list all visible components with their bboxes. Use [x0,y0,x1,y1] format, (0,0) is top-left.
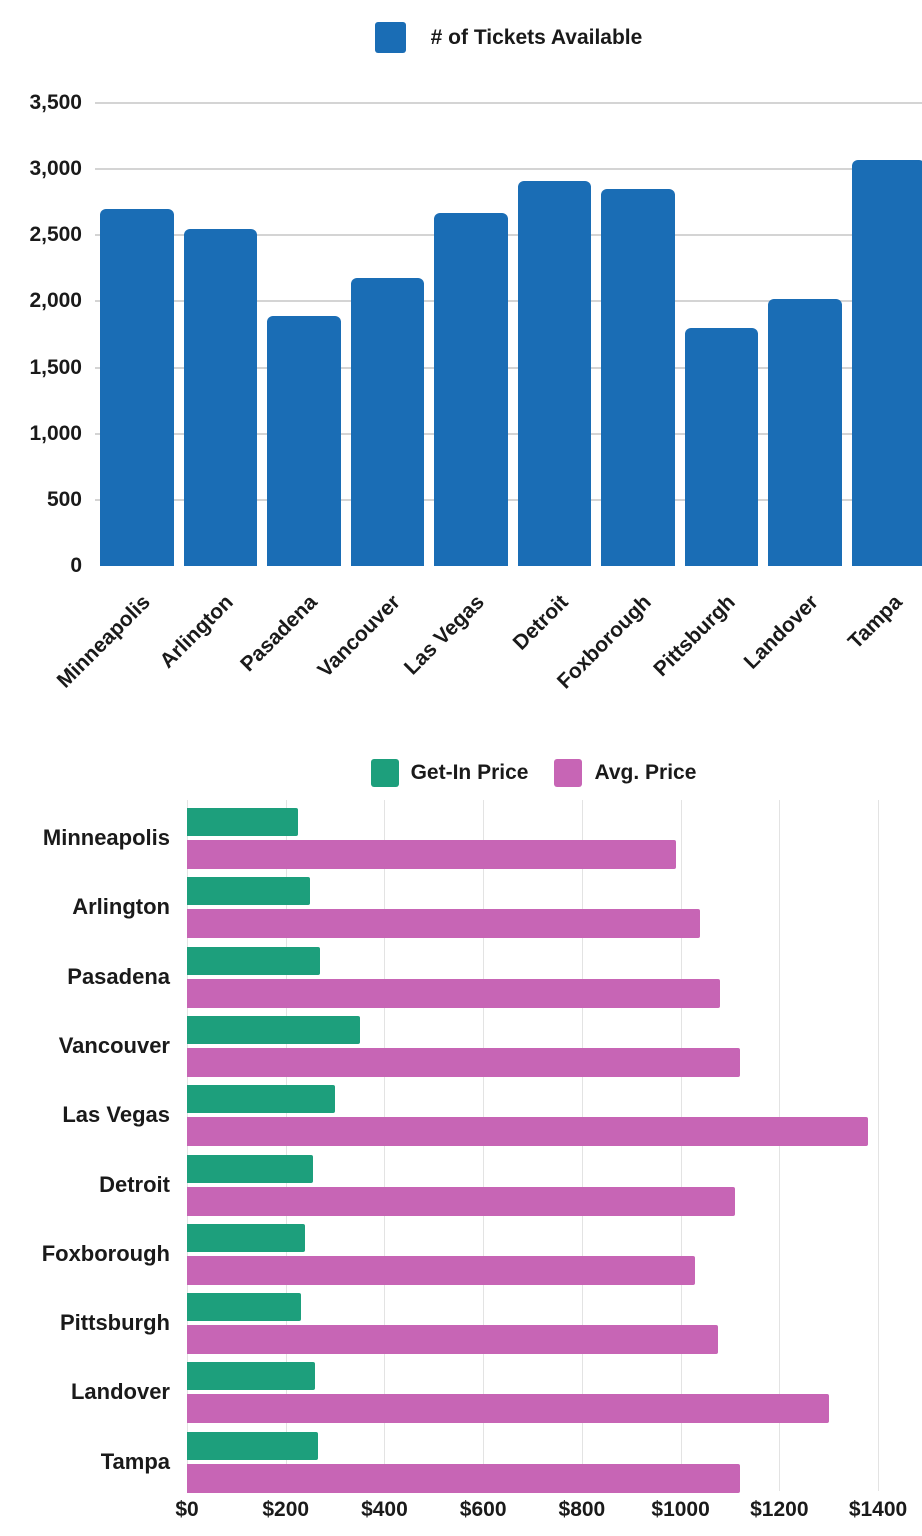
gridline-2,500 [95,234,922,237]
category-label-minneapolis: Minneapolis [42,825,170,850]
y-tick-label: 0 [70,554,82,577]
category-label-las-vegas: Las Vegas [62,1102,170,1128]
gridline-$1400 [878,800,880,1491]
bar-foxborough [601,188,675,566]
avg-price-bar-tampa [187,1463,740,1493]
y-tick-label: 500 [46,487,82,511]
bar-vancouver [350,277,425,566]
category-label-detroit: Detroit [99,1171,170,1197]
bar-tampa [851,159,922,566]
bar-minneapolis [100,208,174,566]
get-in-price-bar-pasadena [187,946,321,975]
y-tick-label: 3,500 [29,91,82,114]
avg-price-bar-arlington [187,909,701,939]
get-in-price-bar-pittsburgh [187,1293,301,1322]
category-label-arlington: Arlington [72,894,170,920]
prices-plot: $0 $200 $400 $600 $800 $1000 $1200 $1400 Minneap… [0,745,922,1536]
category-label-foxborough: Foxborough [41,1240,170,1266]
bar-pasadena [267,315,341,566]
get-in-price-bar-foxborough [187,1223,306,1252]
get-in-price-bar-tampa [187,1431,318,1460]
get-in-price-legend-label: Get-In Price [410,761,529,784]
x-tick-label: $200 [262,1498,310,1521]
avg-price-bar-vancouver [187,1047,740,1077]
get-in-price-legend-swatch [370,758,399,787]
x-tick-label: $1200 [750,1498,809,1521]
prices-chart: Get-In Price Avg. Price $0 $200 $400 $600 $8… [0,745,922,1536]
tickets-legend: # of Tickets Available [95,22,922,53]
get-in-price-bar-landover [187,1362,316,1391]
bar-las-vegas [434,212,508,566]
category-label-pittsburgh: Pittsburgh [60,1310,170,1336]
avg-price-bar-pittsburgh [187,1325,718,1355]
avg-price-bar-detroit [187,1186,735,1216]
tickets-plot: 0 500 1,000 1,500 2,000 2,500 3,000 3,500 Minnea… [0,0,922,745]
y-tick-label: 3,000 [29,157,82,181]
tickets-legend-label: # of Tickets Available [430,26,643,49]
y-tick-label: 2,000 [29,289,82,313]
category-label-landover: Landover [70,1379,170,1405]
y-tick-label: 1,500 [29,355,82,379]
get-in-price-bar-detroit [187,1154,313,1183]
x-tick-label: $1400 [848,1498,908,1521]
category-label-pasadena: Pasadena [67,963,170,989]
avg-price-bar-minneapolis [187,840,676,869]
y-tick-label: 1,000 [29,421,82,445]
gridline-3,500 [95,102,922,104]
x-tick-label: $600 [459,1498,507,1521]
avg-price-bar-las-vegas [187,1117,869,1147]
x-tick-label: $400 [361,1498,408,1521]
get-in-price-bar-arlington [187,877,311,906]
x-tick-label: $1000 [651,1498,710,1521]
tickets-legend-swatch [374,22,406,53]
gridline-1,500 [95,366,922,369]
get-in-price-bar-vancouver [187,1015,360,1044]
bar-landover [768,298,842,566]
avg-price-legend-swatch [554,758,583,787]
gridline-1,000 [95,432,922,435]
bar-arlington [183,228,258,566]
get-in-price-bar-las-vegas [187,1085,336,1114]
avg-price-bar-pasadena [187,978,721,1008]
category-label-vancouver: Vancouver [58,1032,170,1058]
gridline-500 [95,498,922,501]
bar-detroit [517,181,592,566]
category-label-tampa: Tampa [100,1448,170,1474]
prices-legend: Get-In Price Avg. Price [187,757,880,788]
bar-pittsburgh [684,327,759,566]
x-tick-label: $800 [558,1498,606,1521]
legend-item-get-in-price: Get-In Price [370,757,529,788]
avg-price-bar-landover [187,1394,829,1424]
gridline-2,000 [95,300,922,303]
get-in-price-bar-minneapolis [187,808,299,836]
tickets-chart: # of Tickets Available 0 500 1,000 1,500 2,0… [0,0,922,745]
x-tick-label: $0 [175,1498,199,1521]
avg-price-legend-label: Avg. Price [594,761,697,784]
avg-price-bar-foxborough [187,1255,696,1285]
legend-item-avg-price: Avg. Price [554,757,696,788]
y-tick-label: 2,500 [29,223,82,247]
gridline-3,000 [95,168,922,171]
